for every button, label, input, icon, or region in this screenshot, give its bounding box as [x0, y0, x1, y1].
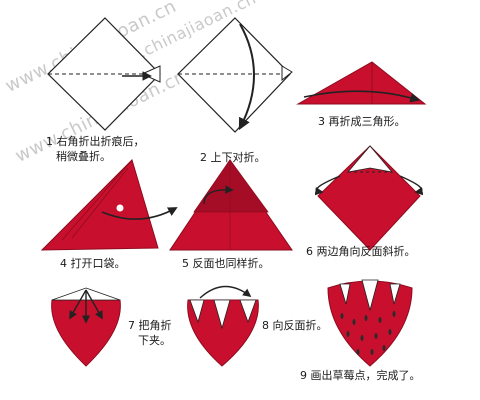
seed: [356, 349, 360, 355]
seed: [388, 329, 392, 335]
step-3-figure: [296, 61, 427, 105]
step-4-caption: 4 打开口袋。: [60, 257, 126, 270]
step-9-figure: [327, 279, 413, 367]
step-8-caption: 8 向反面折。: [262, 319, 328, 332]
step-8-figure: [187, 285, 259, 367]
seed: [346, 331, 350, 337]
seed: [378, 317, 382, 323]
step-6-figure: [314, 145, 424, 251]
seed: [364, 315, 368, 321]
step-4-figure: [40, 159, 178, 251]
step-1-figure: [47, 17, 161, 131]
step-2-caption: 2 上下对折。: [200, 151, 266, 164]
step-9-caption: 9 画出草莓点，完成了。: [300, 369, 421, 382]
step-1-caption: 1 右角折出折痕后， 稍微叠折。: [46, 135, 145, 163]
step-6-caption: 6 两边角向反面斜折。: [306, 245, 416, 258]
step-5-figure: [169, 159, 293, 251]
step-5-caption: 5 反面也同样折。: [182, 257, 270, 270]
step-2-figure: [177, 17, 293, 133]
seed: [382, 345, 386, 351]
seed: [352, 319, 356, 325]
step-7-figure: [51, 287, 121, 367]
seed: [374, 333, 378, 339]
seed: [340, 313, 344, 319]
seed: [392, 311, 396, 317]
step-3-caption: 3 再折成三角形。: [318, 115, 406, 128]
seed: [360, 335, 364, 341]
seed: [370, 349, 374, 355]
step-7-caption: 7 把角折 下夹。: [128, 319, 172, 347]
